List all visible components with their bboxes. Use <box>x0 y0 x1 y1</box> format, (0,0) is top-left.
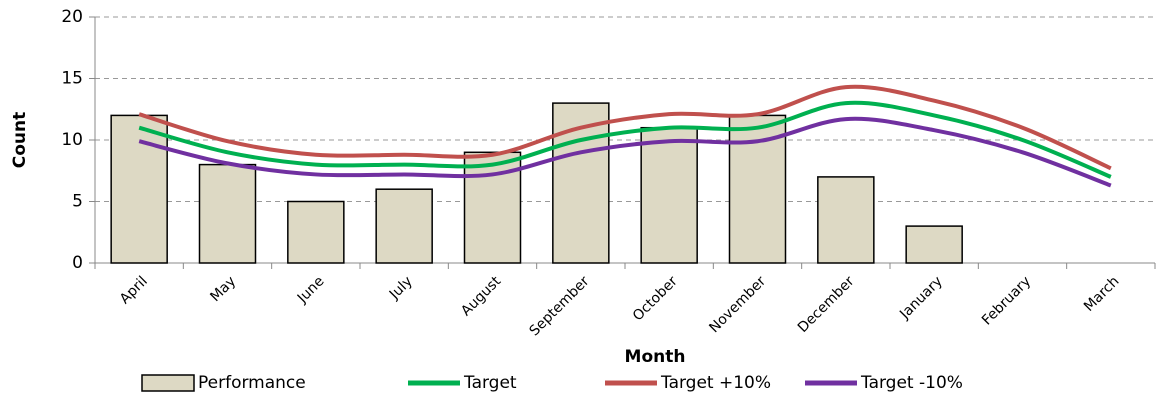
x-tick-label: February <box>979 273 1034 328</box>
bar <box>287 200 345 264</box>
bar <box>817 176 875 264</box>
line <box>138 116 1112 188</box>
legend-label: Target -10% <box>860 373 963 393</box>
x-tick-label: July <box>386 273 416 303</box>
y-tick-label: 15 <box>61 69 83 89</box>
x-tick-label: December <box>795 273 858 336</box>
legend-swatch <box>141 374 195 392</box>
y-tick-label: 5 <box>72 192 83 212</box>
x-tick-label: August <box>458 273 504 319</box>
y-axis-title: Count <box>10 112 30 169</box>
line <box>138 100 1112 179</box>
y-tick-label: 10 <box>61 130 83 150</box>
x-axis-title: Month <box>625 347 686 367</box>
x-tick-label: September <box>526 273 592 339</box>
x-tick-label: March <box>1081 273 1122 314</box>
x-tick-label: January <box>896 273 946 323</box>
x-tick-label: May <box>207 273 239 305</box>
line <box>138 84 1112 171</box>
x-tick-label: November <box>706 273 769 336</box>
x-tick-label: April <box>117 273 151 307</box>
bar <box>198 163 257 264</box>
x-tick-label: June <box>294 273 328 307</box>
bar <box>110 114 168 264</box>
legend-label: Target <box>463 373 517 393</box>
x-tick-label: October <box>630 273 681 324</box>
legend-label: Target +10% <box>660 373 771 393</box>
y-tick-label: 0 <box>72 253 83 273</box>
bar <box>375 188 433 264</box>
bar <box>905 225 963 264</box>
y-tick-label: 20 <box>61 7 83 27</box>
legend-label: Performance <box>198 373 306 393</box>
bar <box>640 126 698 264</box>
